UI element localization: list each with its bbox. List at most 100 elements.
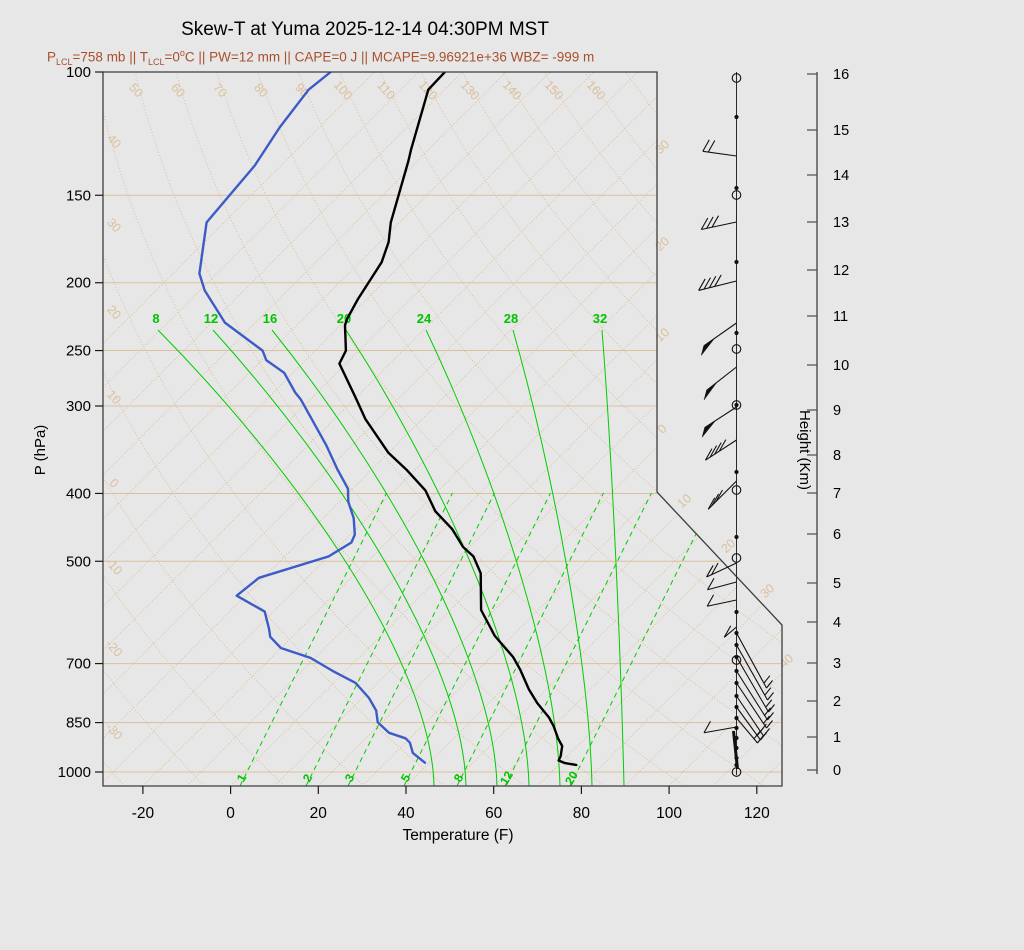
svg-text:150: 150 bbox=[66, 187, 91, 204]
wind-level-dot bbox=[734, 330, 739, 336]
svg-text:3: 3 bbox=[342, 771, 358, 784]
temperature-curve bbox=[338, 72, 578, 767]
wind-level-dot bbox=[734, 469, 739, 475]
wind-level-dot bbox=[734, 185, 739, 191]
wind-level-circle bbox=[731, 485, 742, 495]
svg-text:150: 150 bbox=[542, 78, 566, 103]
plot-border bbox=[102, 71, 783, 787]
mixing-ratio-lines bbox=[239, 492, 717, 786]
svg-text:130: 130 bbox=[458, 78, 482, 103]
wind-level-circle bbox=[731, 553, 742, 563]
svg-text:40: 40 bbox=[776, 651, 796, 671]
svg-text:20: 20 bbox=[718, 536, 738, 556]
subtitle-segment: =0 bbox=[164, 49, 180, 65]
svg-text:60: 60 bbox=[485, 805, 503, 822]
wind-level-dot bbox=[734, 402, 739, 408]
svg-text:50: 50 bbox=[126, 80, 146, 100]
svg-text:8: 8 bbox=[833, 448, 841, 464]
subtitle-segment: P bbox=[47, 49, 57, 65]
svg-text:200: 200 bbox=[66, 275, 91, 292]
chart-subtitle: PLCL=758 mb || TLCL=0oC || PW=12 mm || C… bbox=[47, 48, 594, 67]
height-axis-title: Height (Km) bbox=[796, 410, 813, 490]
wind-level-circle bbox=[731, 73, 742, 83]
wind-level-circle bbox=[731, 400, 742, 410]
svg-text:1: 1 bbox=[833, 730, 841, 746]
moisture-labels: 8 12 16 20 24 28 321 2 3 5 8 12 20 bbox=[152, 311, 607, 787]
svg-text:12: 12 bbox=[497, 768, 516, 787]
svg-text:-10: -10 bbox=[103, 555, 126, 578]
svg-text:500: 500 bbox=[66, 553, 91, 570]
wind-level-dot bbox=[734, 114, 739, 120]
svg-text:850: 850 bbox=[66, 715, 91, 732]
subtitle-segment: LCL bbox=[147, 57, 165, 68]
svg-text:20: 20 bbox=[562, 768, 581, 787]
svg-text:9: 9 bbox=[833, 403, 841, 419]
svg-text:4: 4 bbox=[833, 615, 841, 631]
wind-level-dot bbox=[734, 725, 739, 731]
svg-text:8: 8 bbox=[152, 311, 159, 326]
svg-text:1: 1 bbox=[234, 771, 250, 784]
svg-text:400: 400 bbox=[66, 485, 91, 502]
svg-text:11: 11 bbox=[833, 309, 848, 325]
svg-text:6: 6 bbox=[833, 527, 841, 543]
wind-level-circle bbox=[731, 190, 742, 200]
svg-text:80: 80 bbox=[251, 80, 271, 100]
svg-text:250: 250 bbox=[66, 343, 91, 360]
svg-text:5: 5 bbox=[398, 771, 414, 784]
svg-text:40: 40 bbox=[397, 805, 415, 822]
svg-text:300: 300 bbox=[66, 398, 91, 415]
svg-text:10: 10 bbox=[674, 491, 694, 511]
svg-text:100: 100 bbox=[656, 805, 682, 822]
chart-title: Skew-T at Yuma 2025-12-14 04:30PM MST bbox=[181, 19, 549, 40]
moist-adiabat-lines bbox=[157, 329, 625, 786]
pressure-axis: 100 150 200 250 300 400 500 700 850 1000 P (hPa) bbox=[32, 64, 103, 781]
svg-text:-30: -30 bbox=[103, 720, 126, 743]
subtitle-segment: C || PW=12 mm || CAPE=0 J || MCAPE=9.969… bbox=[184, 49, 595, 65]
svg-text:5: 5 bbox=[833, 576, 841, 592]
svg-text:10: 10 bbox=[104, 387, 124, 407]
dewpoint-curve bbox=[198, 72, 427, 764]
pressure-axis-title: P (hPa) bbox=[32, 425, 49, 476]
wind-level-dot bbox=[734, 534, 739, 540]
svg-text:16: 16 bbox=[833, 67, 849, 83]
svg-text:15: 15 bbox=[833, 123, 849, 139]
temperature-axis-title: Temperature (F) bbox=[402, 827, 513, 844]
svg-text:40: 40 bbox=[104, 131, 124, 151]
wind-level-dot bbox=[734, 609, 739, 615]
svg-text:20: 20 bbox=[104, 302, 124, 322]
svg-text:13: 13 bbox=[833, 215, 849, 231]
subtitle-segment: LCL bbox=[56, 57, 73, 68]
svg-text:2: 2 bbox=[300, 771, 316, 784]
svg-text:-20: -20 bbox=[132, 805, 155, 822]
svg-text:12: 12 bbox=[204, 311, 218, 326]
svg-text:110: 110 bbox=[374, 78, 398, 102]
wind-barb-staff bbox=[698, 72, 775, 777]
svg-text:10: 10 bbox=[833, 358, 849, 374]
svg-text:20: 20 bbox=[310, 805, 328, 822]
svg-text:30: 30 bbox=[757, 581, 777, 601]
svg-text:700: 700 bbox=[66, 656, 91, 673]
subtitle-segment: o bbox=[179, 48, 185, 58]
isotherm-lines bbox=[103, 72, 782, 786]
wind-pennant bbox=[701, 420, 716, 438]
svg-text:0: 0 bbox=[226, 805, 235, 822]
svg-text:12: 12 bbox=[833, 263, 849, 279]
svg-text:16: 16 bbox=[263, 311, 277, 326]
svg-text:14: 14 bbox=[833, 168, 849, 184]
svg-text:0: 0 bbox=[833, 763, 841, 779]
svg-text:2: 2 bbox=[833, 694, 841, 710]
svg-text:7: 7 bbox=[833, 486, 841, 502]
svg-text:120: 120 bbox=[744, 805, 770, 822]
svg-text:24: 24 bbox=[417, 311, 432, 326]
svg-text:28: 28 bbox=[504, 311, 518, 326]
svg-text:100: 100 bbox=[66, 64, 91, 81]
wind-pennant bbox=[700, 338, 715, 356]
svg-text:32: 32 bbox=[593, 311, 607, 326]
svg-text:3: 3 bbox=[833, 656, 841, 672]
svg-text:30: 30 bbox=[104, 215, 124, 235]
svg-text:0: 0 bbox=[106, 476, 121, 491]
svg-text:8: 8 bbox=[451, 771, 467, 784]
svg-text:80: 80 bbox=[573, 805, 591, 822]
